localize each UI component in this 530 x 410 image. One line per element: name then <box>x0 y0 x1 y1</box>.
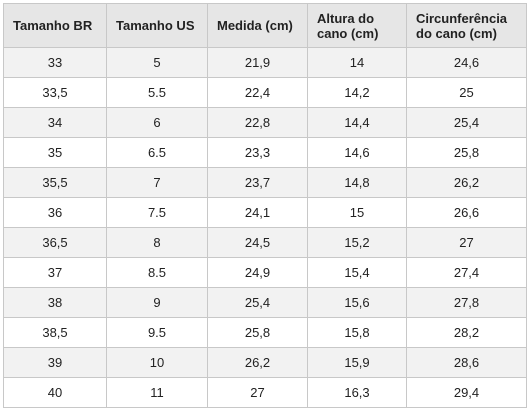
table-cell: 14,2 <box>307 77 407 108</box>
table-row: 39 10 26,2 15,9 28,6 <box>3 347 527 378</box>
table-cell: 24,1 <box>207 197 308 228</box>
table-cell: 39 <box>3 347 107 378</box>
table-cell: 22,8 <box>207 107 308 138</box>
table-cell: 10 <box>106 347 208 378</box>
table-cell: 16,3 <box>307 377 407 408</box>
table-cell: 27 <box>406 227 527 258</box>
table-cell: 14,6 <box>307 137 407 168</box>
header-cell: Tamanho BR <box>3 3 107 48</box>
header-cell: Medida (cm) <box>207 3 308 48</box>
table-cell: 22,4 <box>207 77 308 108</box>
table-cell: 25,4 <box>207 287 308 318</box>
table-cell: 5.5 <box>106 77 208 108</box>
table-cell: 26,2 <box>406 167 527 198</box>
table-cell: 15,4 <box>307 257 407 288</box>
table-cell: 6.5 <box>106 137 208 168</box>
table-cell: 38 <box>3 287 107 318</box>
header-cell: Altura do cano (cm) <box>307 3 407 48</box>
header-row: Tamanho BR Tamanho US Medida (cm) Altura do… <box>3 3 527 48</box>
table-cell: 26,6 <box>406 197 527 228</box>
table-cell: 8 <box>106 227 208 258</box>
table-cell: 15,9 <box>307 347 407 378</box>
table-cell: 7.5 <box>106 197 208 228</box>
table-row: 38,5 9.5 25,8 15,8 28,2 <box>3 317 527 348</box>
table-row: 33,5 5.5 22,4 14,2 25 <box>3 77 527 108</box>
table-cell: 11 <box>106 377 208 408</box>
table-row: 36 7.5 24,1 15 26,6 <box>3 197 527 228</box>
table-cell: 23,7 <box>207 167 308 198</box>
table-cell: 27 <box>207 377 308 408</box>
table-cell: 15,8 <box>307 317 407 348</box>
table-cell: 14,8 <box>307 167 407 198</box>
table-cell: 24,9 <box>207 257 308 288</box>
table-cell: 38,5 <box>3 317 107 348</box>
table-cell: 33 <box>3 47 107 78</box>
table-cell: 27,8 <box>406 287 527 318</box>
header-cell: Circunferência do cano (cm) <box>406 3 527 48</box>
table-cell: 40 <box>3 377 107 408</box>
table-cell: 33,5 <box>3 77 107 108</box>
table-cell: 35 <box>3 137 107 168</box>
table-cell: 28,6 <box>406 347 527 378</box>
size-table: Tamanho BR Tamanho US Medida (cm) Altura do… <box>3 3 527 408</box>
table-cell: 14 <box>307 47 407 78</box>
table-cell: 15 <box>307 197 407 228</box>
table-body: 33 5 21,9 14 24,6 33,5 5.5 22,4 14,2 25 34 6 22,8 14,… <box>3 47 527 408</box>
table-cell: 25 <box>406 77 527 108</box>
table-row: 35 6.5 23,3 14,6 25,8 <box>3 137 527 168</box>
table-cell: 9 <box>106 287 208 318</box>
table-cell: 9.5 <box>106 317 208 348</box>
table-cell: 25,8 <box>207 317 308 348</box>
table-cell: 15,2 <box>307 227 407 258</box>
table-cell: 37 <box>3 257 107 288</box>
table-cell: 24,6 <box>406 47 527 78</box>
table-cell: 29,4 <box>406 377 527 408</box>
table-cell: 6 <box>106 107 208 138</box>
table-cell: 21,9 <box>207 47 308 78</box>
table-cell: 25,8 <box>406 137 527 168</box>
table-cell: 35,5 <box>3 167 107 198</box>
table-cell: 24,5 <box>207 227 308 258</box>
table-row: 34 6 22,8 14,4 25,4 <box>3 107 527 138</box>
table-row: 37 8.5 24,9 15,4 27,4 <box>3 257 527 288</box>
table-row: 40 11 27 16,3 29,4 <box>3 377 527 408</box>
table-cell: 36 <box>3 197 107 228</box>
header-cell: Tamanho US <box>106 3 208 48</box>
table-cell: 7 <box>106 167 208 198</box>
table-cell: 36,5 <box>3 227 107 258</box>
table-cell: 28,2 <box>406 317 527 348</box>
table-cell: 23,3 <box>207 137 308 168</box>
table-cell: 8.5 <box>106 257 208 288</box>
table-cell: 15,6 <box>307 287 407 318</box>
table-cell: 25,4 <box>406 107 527 138</box>
table-row: 33 5 21,9 14 24,6 <box>3 47 527 78</box>
table-cell: 14,4 <box>307 107 407 138</box>
table-row: 38 9 25,4 15,6 27,8 <box>3 287 527 318</box>
table-cell: 34 <box>3 107 107 138</box>
table-row: 35,5 7 23,7 14,8 26,2 <box>3 167 527 198</box>
table-cell: 27,4 <box>406 257 527 288</box>
table-cell: 5 <box>106 47 208 78</box>
table-row: 36,5 8 24,5 15,2 27 <box>3 227 527 258</box>
table-cell: 26,2 <box>207 347 308 378</box>
table-header: Tamanho BR Tamanho US Medida (cm) Altura do… <box>3 3 527 48</box>
